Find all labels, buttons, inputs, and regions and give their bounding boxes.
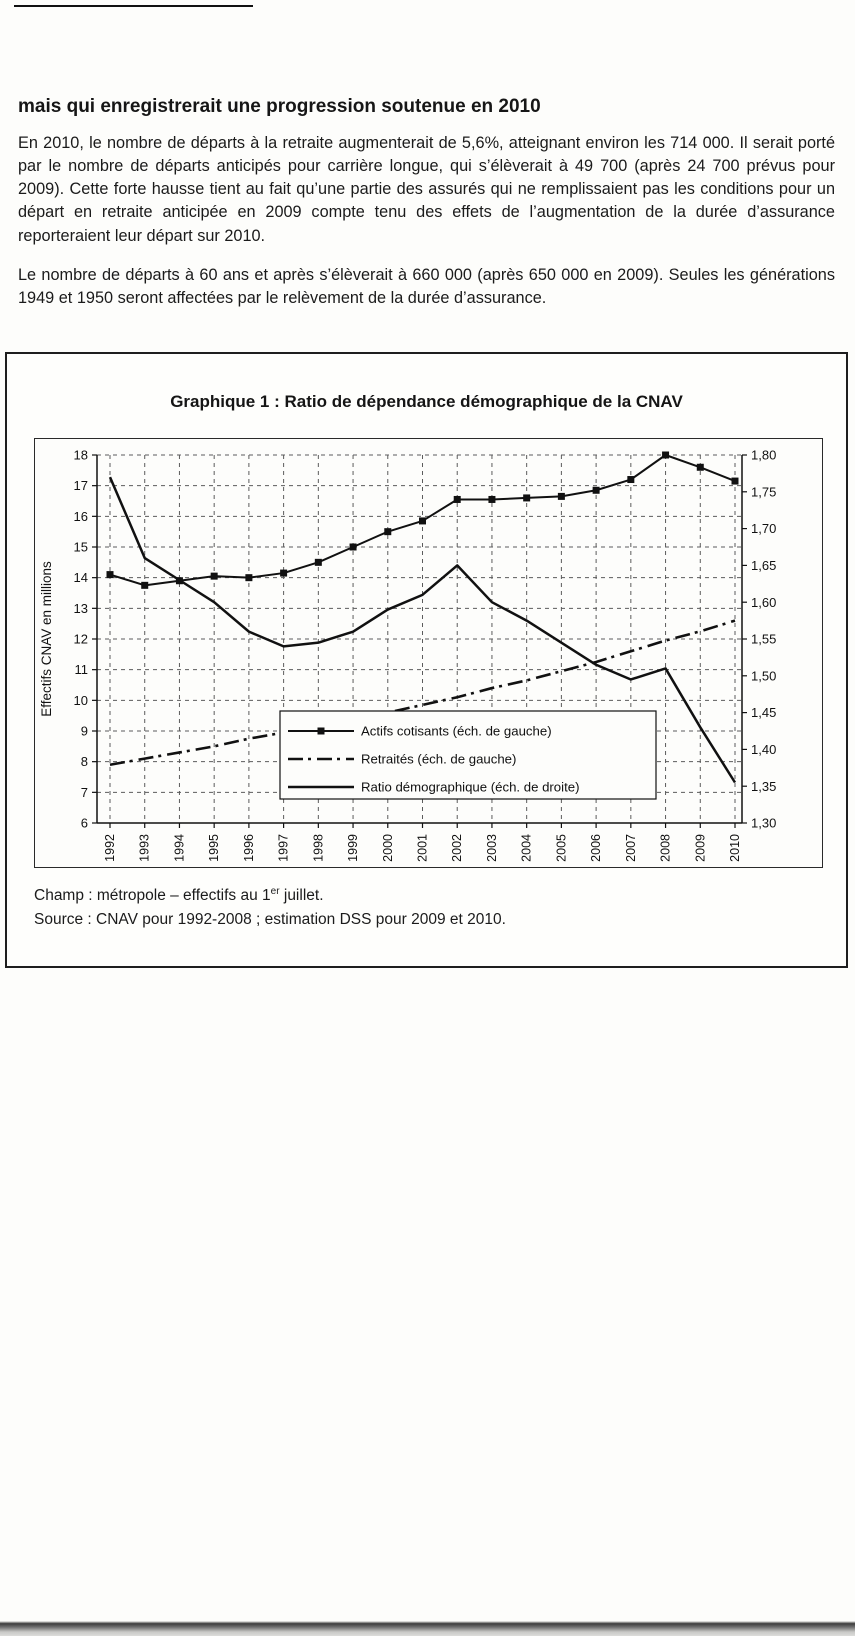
- data-point-marker: [523, 494, 531, 502]
- x-tick-label: 1994: [172, 834, 186, 862]
- data-point-marker: [349, 543, 357, 551]
- champ-suffix: juillet.: [279, 887, 324, 905]
- chart-axes: [92, 454, 747, 828]
- left-tick-label: 8: [81, 754, 88, 769]
- left-axis-labels: 6 7 8 9 10 11 12 13 14 15 16 17 18: [74, 448, 88, 831]
- x-tick-label: 2010: [728, 834, 742, 862]
- left-tick-label: 18: [74, 448, 88, 463]
- right-tick-label: 1,80: [751, 448, 776, 463]
- right-tick-label: 1,45: [751, 705, 776, 720]
- right-tick-label: 1,60: [751, 595, 776, 610]
- data-point-marker: [280, 569, 288, 577]
- chart-frame: 6 7 8 9 10 11 12 13 14 15 16 17 18 1,30 1,35 1,40 1,45 1,…: [34, 437, 823, 868]
- right-tick-label: 1,70: [751, 521, 776, 536]
- left-tick-label: 14: [74, 570, 88, 585]
- x-tick-label: 1993: [138, 834, 152, 862]
- x-tick-label: 1998: [311, 834, 325, 862]
- champ-superscript: er: [270, 885, 280, 897]
- left-tick-label: 17: [74, 478, 88, 493]
- x-tick-label: 2007: [624, 834, 638, 862]
- figure-box: Graphique 1 : Ratio de dépendance démogr…: [5, 351, 848, 969]
- chart-gridlines: [97, 454, 742, 823]
- right-tick-label: 1,35: [751, 779, 776, 794]
- figure-champ: Champ : métropole – effectifs au 1er jui…: [34, 884, 846, 908]
- data-point-marker: [696, 463, 704, 471]
- x-tick-label: 1995: [207, 834, 221, 862]
- left-axis-title: Effectifs CNAV en millions: [39, 561, 54, 717]
- series-line-1: [109, 619, 736, 766]
- data-point-marker: [419, 517, 426, 525]
- right-tick-label: 1,65: [751, 558, 776, 573]
- right-tick-label: 1,75: [751, 484, 776, 499]
- content-column: mais qui enregistrerait une progression …: [0, 96, 855, 310]
- x-tick-label: 2006: [589, 834, 603, 862]
- x-tick-label: 2004: [520, 834, 534, 862]
- x-tick-label: 1997: [277, 834, 291, 862]
- x-tick-label: 2001: [416, 834, 430, 862]
- data-point-marker: [141, 581, 149, 589]
- left-tick-label: 12: [74, 632, 88, 647]
- data-point-marker: [314, 558, 322, 566]
- paragraph-1: En 2010, le nombre de départs à la retra…: [18, 134, 835, 245]
- x-tick-label: 1992: [103, 834, 117, 862]
- legend-marker-0: [317, 727, 325, 735]
- x-tick-label: 2002: [450, 834, 464, 862]
- champ-prefix: Champ : métropole – effectifs au 1: [34, 887, 271, 905]
- right-tick-label: 1,55: [751, 632, 776, 647]
- data-point-marker: [245, 574, 253, 582]
- data-point-marker: [488, 495, 496, 503]
- data-point-marker: [731, 477, 739, 485]
- x-tick-label: 2000: [381, 834, 395, 862]
- left-tick-label: 15: [74, 540, 88, 555]
- data-point-marker: [453, 495, 461, 503]
- data-point-marker: [592, 486, 600, 494]
- x-tick-label: 2008: [659, 834, 673, 862]
- left-tick-label: 7: [81, 785, 88, 800]
- data-point-marker: [627, 476, 635, 484]
- x-tick-label: 1999: [346, 834, 360, 862]
- right-tick-label: 1,50: [751, 668, 776, 683]
- left-tick-label: 13: [74, 601, 88, 616]
- legend-label-2: Ratio démographique (éch. de droite): [361, 780, 579, 795]
- x-tick-label: 2005: [554, 834, 568, 862]
- left-tick-label: 6: [81, 816, 88, 831]
- legend-label-1: Retraités (éch. de gauche): [361, 752, 516, 767]
- legend-label-0: Actifs cotisants (éch. de gauche): [361, 724, 552, 739]
- right-tick-label: 1,30: [751, 816, 776, 831]
- right-axis-labels: 1,30 1,35 1,40 1,45 1,50 1,55 1,60 1,65 1,70 1,75…: [751, 448, 776, 831]
- data-point-marker: [210, 572, 218, 580]
- cnav-dependency-chart: 67891011121314151617181,301,351,401,451,…: [39, 448, 776, 862]
- data-point-marker: [106, 571, 114, 579]
- x-tick-label: 2003: [485, 834, 499, 862]
- data-point-marker: [384, 528, 392, 536]
- x-tick-label: 2009: [693, 834, 707, 862]
- x-tick-label: 1996: [242, 834, 256, 862]
- right-tick-label: 1,40: [751, 742, 776, 757]
- left-tick-label: 16: [74, 509, 88, 524]
- series-line-2: [108, 476, 737, 784]
- legend-box: [279, 710, 657, 800]
- data-point-marker: [557, 492, 565, 500]
- paragraph-2: Le nombre de départs à 60 ans et après s…: [18, 265, 835, 307]
- left-tick-label: 9: [81, 724, 88, 739]
- page-bottom-scan-edge: [0, 1616, 855, 1636]
- figure-notes: Champ : métropole – effectifs au 1er jui…: [34, 884, 846, 932]
- running-header-clipped: LES PRESTATIONS VIEILLESSE: [14, 0, 334, 8]
- left-tick-label: 10: [74, 693, 88, 708]
- x-axis-labels: 1992 1993 1994 1995 1996 1997 1998 1999 2000 2001…: [103, 834, 742, 862]
- data-point-marker: [662, 451, 670, 459]
- page-title: mais qui enregistrerait une progression …: [18, 96, 541, 117]
- left-tick-label: 11: [75, 662, 89, 677]
- figure-title: Graphique 1 : Ratio de dépendance démogr…: [170, 391, 683, 411]
- running-header-text: LES PRESTATIONS VIEILLESSE: [14, 0, 254, 7]
- figure-source: Source : CNAV pour 1992-2008 ; estimatio…: [34, 911, 506, 929]
- chart-legend: Actifs cotisants (éch. de gauche) Retrait…: [279, 710, 657, 800]
